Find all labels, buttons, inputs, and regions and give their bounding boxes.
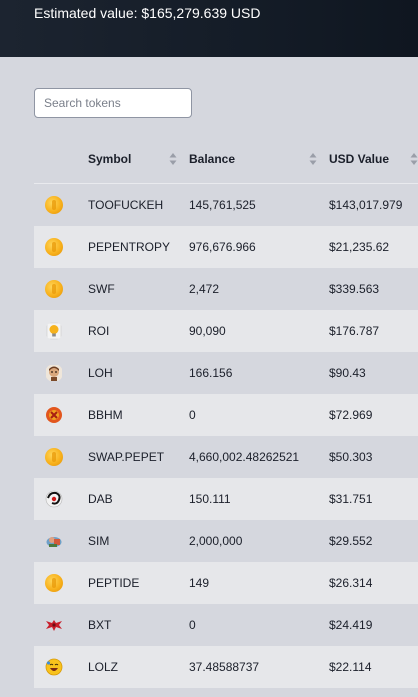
- table-row[interactable]: SWF 2,472 $339.563: [34, 268, 418, 310]
- table-row[interactable]: ROI 90,090 $176.787: [34, 310, 418, 352]
- lightbulb-coin-icon: [46, 322, 62, 340]
- symbol-cell: SWF: [88, 282, 115, 296]
- character-icon: [46, 537, 62, 547]
- estimated-value-text: Estimated value: $165,279.639 USD: [34, 5, 261, 21]
- symbol-cell: DAB: [88, 492, 113, 506]
- column-header-balance[interactable]: Balance: [189, 152, 236, 166]
- balance-cell: 2,472: [189, 282, 220, 296]
- gold-coin-icon: [45, 280, 63, 298]
- symbol-cell: SWAP.PEPET: [88, 450, 165, 464]
- search-tokens-input[interactable]: [34, 88, 192, 118]
- usd-value-cell: $21,235.62: [329, 240, 390, 254]
- table-row[interactable]: BXT 0 $24.419: [34, 604, 418, 646]
- balance-cell: 2,000,000: [189, 534, 243, 548]
- table-row[interactable]: BBHM 0 $72.969: [34, 394, 418, 436]
- table-row[interactable]: DAB 150.111 $31.751: [34, 478, 418, 520]
- usd-value-cell: $72.969: [329, 408, 373, 422]
- sort-symbol-icon[interactable]: [169, 152, 177, 166]
- top-banner: Estimated value: $165,279.639 USD: [0, 0, 418, 57]
- gold-coin-icon: [45, 238, 63, 256]
- symbol-cell: ROI: [88, 324, 110, 338]
- symbol-cell: PEPENTROPY: [88, 240, 171, 254]
- usd-value-cell: $31.751: [329, 492, 373, 506]
- balance-cell: 976,676.966: [189, 240, 256, 254]
- table-row[interactable]: PEPENTROPY 976,676.966 $21,235.62: [34, 226, 418, 268]
- usd-value-cell: $143,017.979: [329, 198, 403, 212]
- red-bat-icon: [46, 620, 62, 631]
- balance-cell: 145,761,525: [189, 198, 256, 212]
- usd-value-cell: $50.303: [329, 450, 373, 464]
- symbol-cell: SIM: [88, 534, 110, 548]
- usd-value-cell: $29.552: [329, 534, 373, 548]
- laughing-face-icon: [45, 658, 63, 676]
- sort-usd-value-icon[interactable]: [410, 152, 418, 166]
- symbol-cell: BXT: [88, 618, 112, 632]
- table-row[interactable]: SWAP.PEPET 4,660,002.48262521 $50.303: [34, 436, 418, 478]
- column-header-usd-value[interactable]: USD Value: [329, 152, 390, 166]
- symbol-cell: LOH: [88, 366, 113, 380]
- balance-cell: 4,660,002.48262521: [189, 450, 300, 464]
- table-row[interactable]: SIM 2,000,000 $29.552: [34, 520, 418, 562]
- balance-cell: 0: [189, 618, 196, 632]
- usd-value-cell: $22.114: [329, 660, 372, 674]
- header-divider: [34, 183, 418, 184]
- usd-value-cell: $24.419: [329, 618, 373, 632]
- table-row[interactable]: LOH 166.156 $90.43: [34, 352, 418, 394]
- gold-coin-icon: [45, 196, 63, 214]
- symbol-cell: LOLZ: [88, 660, 119, 674]
- balance-cell: 166.156: [189, 366, 233, 380]
- symbol-cell: BBHM: [88, 408, 123, 422]
- red-badge-icon: [46, 407, 62, 423]
- table-row[interactable]: TOOFUCKEH 145,761,525 $143,017.979: [34, 184, 418, 226]
- table-row[interactable]: PEPTIDE 149 $26.314: [34, 562, 418, 604]
- balance-cell: 37.48588737: [189, 660, 260, 674]
- usd-value-cell: $90.43: [329, 366, 366, 380]
- balance-cell: 90,090: [189, 324, 226, 338]
- balance-cell: 0: [189, 408, 196, 422]
- symbol-cell: PEPTIDE: [88, 576, 140, 590]
- balance-cell: 149: [189, 576, 210, 590]
- balance-cell: 150.111: [189, 492, 231, 506]
- usd-value-cell: $176.787: [329, 324, 380, 338]
- gold-coin-icon: [45, 574, 63, 592]
- dark-swirl-icon: [45, 490, 63, 508]
- table-row[interactable]: LOLZ 37.48588737 $22.114: [34, 646, 418, 688]
- usd-value-cell: $26.314: [329, 576, 373, 590]
- face-avatar-icon: [46, 365, 62, 381]
- column-header-symbol[interactable]: Symbol: [88, 152, 132, 166]
- usd-value-cell: $339.563: [329, 282, 380, 296]
- symbol-cell: TOOFUCKEH: [88, 198, 164, 212]
- gold-coin-icon: [45, 448, 63, 466]
- sort-balance-icon[interactable]: [309, 152, 317, 166]
